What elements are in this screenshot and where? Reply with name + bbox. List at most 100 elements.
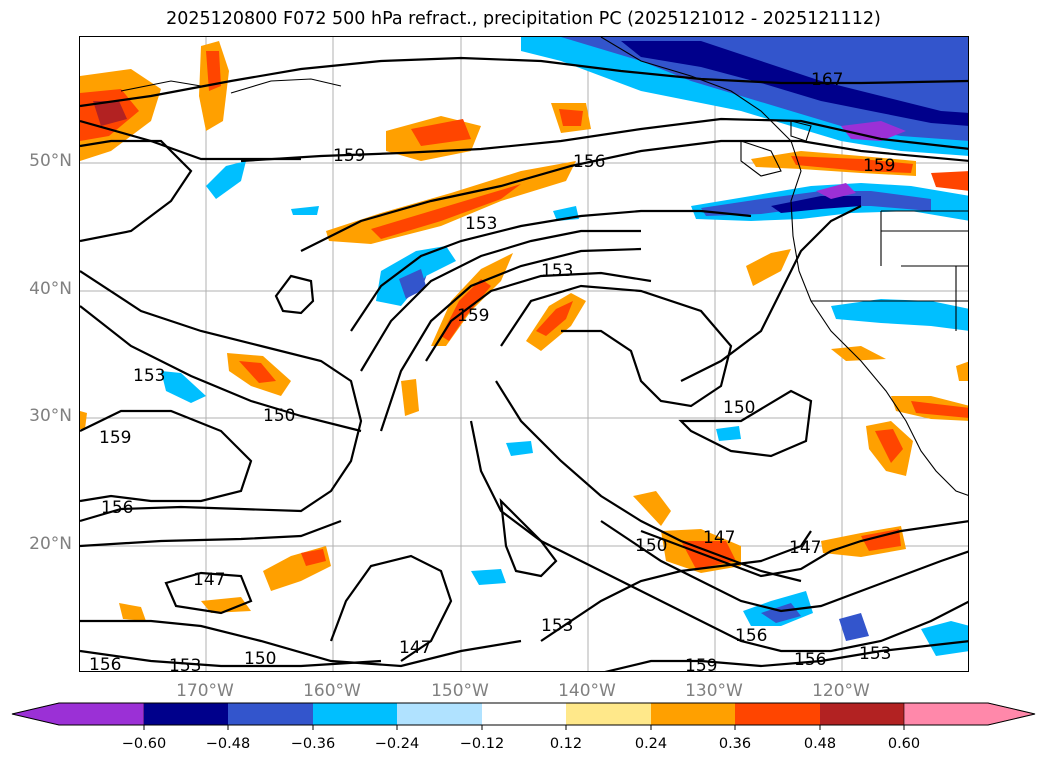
precip-area xyxy=(561,37,968,141)
contour-label: 150 xyxy=(635,536,667,556)
contour-line xyxy=(499,498,558,578)
precip-area xyxy=(911,401,968,418)
contour-labels: 167 159 156 159 153 153 159 153 150 159 … xyxy=(89,70,895,672)
precip-area xyxy=(401,379,419,416)
map-title: 2025120800 F072 500 hPa refract., precip… xyxy=(166,9,881,29)
precip-area xyxy=(921,621,968,656)
precip-area xyxy=(80,411,87,429)
contour-line xyxy=(80,409,253,503)
colorbar-segment xyxy=(228,703,313,725)
precip-area xyxy=(875,429,903,463)
precip-area xyxy=(839,613,869,641)
lat-label-20n: 20°N xyxy=(29,534,72,554)
colorbar-tick: 0.12 xyxy=(549,736,583,752)
precip-area xyxy=(326,161,576,244)
colorbar-segment xyxy=(397,703,482,725)
contour-line xyxy=(379,247,642,432)
precip-area xyxy=(761,603,801,623)
contour-line xyxy=(164,571,253,615)
contour-line xyxy=(80,56,968,108)
contour-line xyxy=(80,519,342,548)
precip-area xyxy=(119,603,146,621)
contour-line xyxy=(469,420,968,653)
precip-area xyxy=(816,183,856,199)
contour-label: 153 xyxy=(541,616,573,636)
lat-label-40n: 40°N xyxy=(29,279,72,299)
precip-area xyxy=(201,597,251,613)
contour-line xyxy=(360,229,641,372)
colorbar-segment xyxy=(651,703,735,725)
precip-area xyxy=(536,301,573,336)
contour-line xyxy=(678,389,813,458)
precip-area xyxy=(471,569,506,585)
contour-label: 150 xyxy=(263,406,295,426)
contour-label: 156 xyxy=(794,650,826,670)
lon-label-130w: 130°W xyxy=(685,681,743,701)
colorbar-segment xyxy=(313,703,397,725)
lon-label-140w: 140°W xyxy=(558,681,616,701)
lon-label-120w: 120°W xyxy=(812,681,870,701)
contour-line xyxy=(80,119,301,161)
lat-label-30n: 30°N xyxy=(29,406,72,426)
contour-label: 156 xyxy=(89,655,121,672)
precip-area xyxy=(931,171,968,191)
precip-area xyxy=(291,206,319,215)
precip-area xyxy=(506,441,533,456)
contour-label: 147 xyxy=(789,538,821,558)
contour-label: 153 xyxy=(133,366,165,386)
colorbar-tick: −0.48 xyxy=(205,736,251,752)
precip-area xyxy=(206,161,246,199)
colorbar-segment xyxy=(735,703,820,725)
contour-label: 167 xyxy=(811,70,843,90)
precip-area xyxy=(559,109,583,126)
contour-line xyxy=(80,139,193,243)
contour-label: 150 xyxy=(723,398,755,418)
colorbar-tick: 0.48 xyxy=(803,736,837,752)
contour-line xyxy=(80,305,362,433)
colorbar-segment xyxy=(144,703,228,725)
contour-label: 153 xyxy=(859,644,891,664)
colorbar-tick: −0.12 xyxy=(459,736,505,752)
lat-label-50n: 50°N xyxy=(29,151,72,171)
contour-line xyxy=(600,520,968,613)
precip-area xyxy=(956,361,968,381)
precip-area xyxy=(831,299,968,331)
contour-label: 156 xyxy=(735,626,767,646)
coastlines xyxy=(120,37,968,496)
contour-label: 156 xyxy=(101,498,133,518)
colorbar-tick: −0.60 xyxy=(121,736,167,752)
colorbar xyxy=(11,702,1036,730)
contour-label: 159 xyxy=(863,156,895,176)
colorbar-tick: −0.24 xyxy=(374,736,420,752)
contour-line xyxy=(640,520,968,578)
precip-area xyxy=(239,361,276,383)
lon-label-160w: 160°W xyxy=(303,681,361,701)
contour-line xyxy=(425,271,652,362)
precip-area xyxy=(371,184,521,239)
contour-line xyxy=(350,209,752,332)
contour-line xyxy=(604,640,968,671)
contour-line xyxy=(240,117,968,163)
precip-area xyxy=(746,249,791,286)
contour-line xyxy=(300,139,968,252)
contour-label: 150 xyxy=(244,649,276,669)
precip-area xyxy=(161,371,206,403)
colorbar-segment xyxy=(11,702,145,726)
colorbar-segment xyxy=(482,703,566,725)
precip-area xyxy=(841,121,906,141)
colorbar-segment xyxy=(820,703,904,725)
contour-label: 159 xyxy=(685,656,717,672)
height-contours xyxy=(80,56,968,671)
contour-line xyxy=(80,619,522,668)
contour-label: 147 xyxy=(399,638,431,658)
precip-area xyxy=(93,101,127,126)
contour-line xyxy=(540,530,812,642)
contour-line xyxy=(329,554,453,662)
precip-area xyxy=(716,426,741,441)
contour-label: 159 xyxy=(457,306,489,326)
colorbar-segment xyxy=(566,703,651,725)
colorbar-tick: 0.36 xyxy=(718,736,752,752)
map-panel: 167 159 156 159 153 153 159 153 150 159 … xyxy=(79,36,969,672)
precip-area xyxy=(791,156,913,173)
contour-label: 147 xyxy=(193,570,225,590)
